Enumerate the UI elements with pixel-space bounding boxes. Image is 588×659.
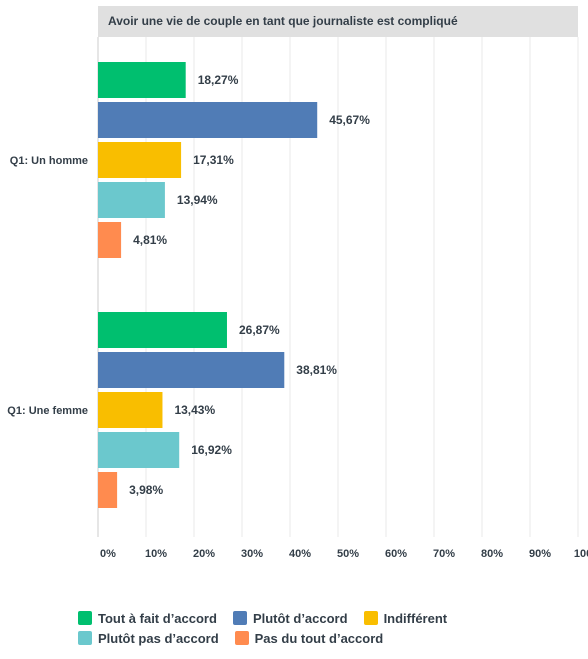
bar-value-label: 3,98% xyxy=(129,483,163,497)
bar xyxy=(98,432,180,468)
x-tick-label: 60% xyxy=(385,548,407,560)
category-label: Q1: Un homme xyxy=(10,155,88,167)
bar xyxy=(98,472,118,508)
x-tick-label: 90% xyxy=(529,548,551,560)
x-tick-label: 30% xyxy=(241,548,263,560)
bar-value-label: 38,81% xyxy=(296,363,337,377)
chart-title-bar: Avoir une vie de couple en tant que jour… xyxy=(98,6,578,37)
legend-swatch xyxy=(78,631,92,645)
bar xyxy=(98,392,163,428)
bar-chart: 0% 10% 20% 30% 40% 50% 60% 70% 80% 90% 100% 18,27% 4… xyxy=(7,37,588,560)
x-tick-label: 50% xyxy=(337,548,359,560)
legend-item-pas-du-tout-daccord: Pas du tout d’accord xyxy=(234,630,384,646)
x-tick-label: 80% xyxy=(481,548,503,560)
x-tick-label: 10% xyxy=(145,548,167,560)
legend-label: Tout à fait d’accord xyxy=(98,610,217,626)
legend-item-tout-a-fait-daccord: Tout à fait d’accord xyxy=(78,611,217,626)
bar xyxy=(98,182,165,218)
bar-value-label: 17,31% xyxy=(193,153,234,167)
legend-swatch xyxy=(234,631,249,645)
bar xyxy=(98,62,186,98)
chart-legend: Tout à fait d’accord Plutôt d’accord Ind… xyxy=(78,608,558,648)
bar xyxy=(98,142,182,178)
legend-swatch xyxy=(363,611,378,625)
legend-item-indifferent: Indifférent xyxy=(363,610,448,626)
x-tick-label: 20% xyxy=(193,548,215,560)
bar-value-label: 26,87% xyxy=(239,323,280,337)
legend-row-1: Tout à fait d’accord Plutôt d’accord Ind… xyxy=(78,608,558,628)
bar xyxy=(98,352,285,388)
legend-row-2: Plutôt pas d’accord Pas du tout d’accord xyxy=(78,628,558,648)
bar xyxy=(98,222,122,258)
bar-value-label: 45,67% xyxy=(329,113,370,127)
legend-label: Plutôt d’accord xyxy=(252,610,348,626)
category-label: Q1: Une femme xyxy=(7,405,88,417)
legend-item-plutot-pas-daccord: Plutôt pas d’accord xyxy=(78,631,219,646)
legend-label: Pas du tout d’accord xyxy=(254,630,384,646)
bar-value-label: 13,94% xyxy=(177,193,218,207)
legend-swatch xyxy=(78,611,92,625)
x-tick-label: 40% xyxy=(289,548,311,560)
legend-swatch xyxy=(232,611,247,625)
bar xyxy=(98,102,318,138)
legend-label: Indifférent xyxy=(383,610,448,626)
x-tick-label: 70% xyxy=(433,548,455,560)
x-tick-label: 100% xyxy=(574,548,588,560)
bar-value-label: 18,27% xyxy=(198,73,239,87)
bar xyxy=(98,312,227,348)
chart-title: Avoir une vie de couple en tant que jour… xyxy=(108,14,458,28)
bar-value-label: 4,81% xyxy=(133,233,167,247)
bar-value-label: 13,43% xyxy=(174,403,215,417)
bar-value-label: 16,92% xyxy=(191,443,232,457)
legend-label: Plutôt pas d’accord xyxy=(98,630,219,646)
legend-item-plutot-daccord: Plutôt d’accord xyxy=(232,610,348,626)
x-tick-label: 0% xyxy=(100,548,116,560)
